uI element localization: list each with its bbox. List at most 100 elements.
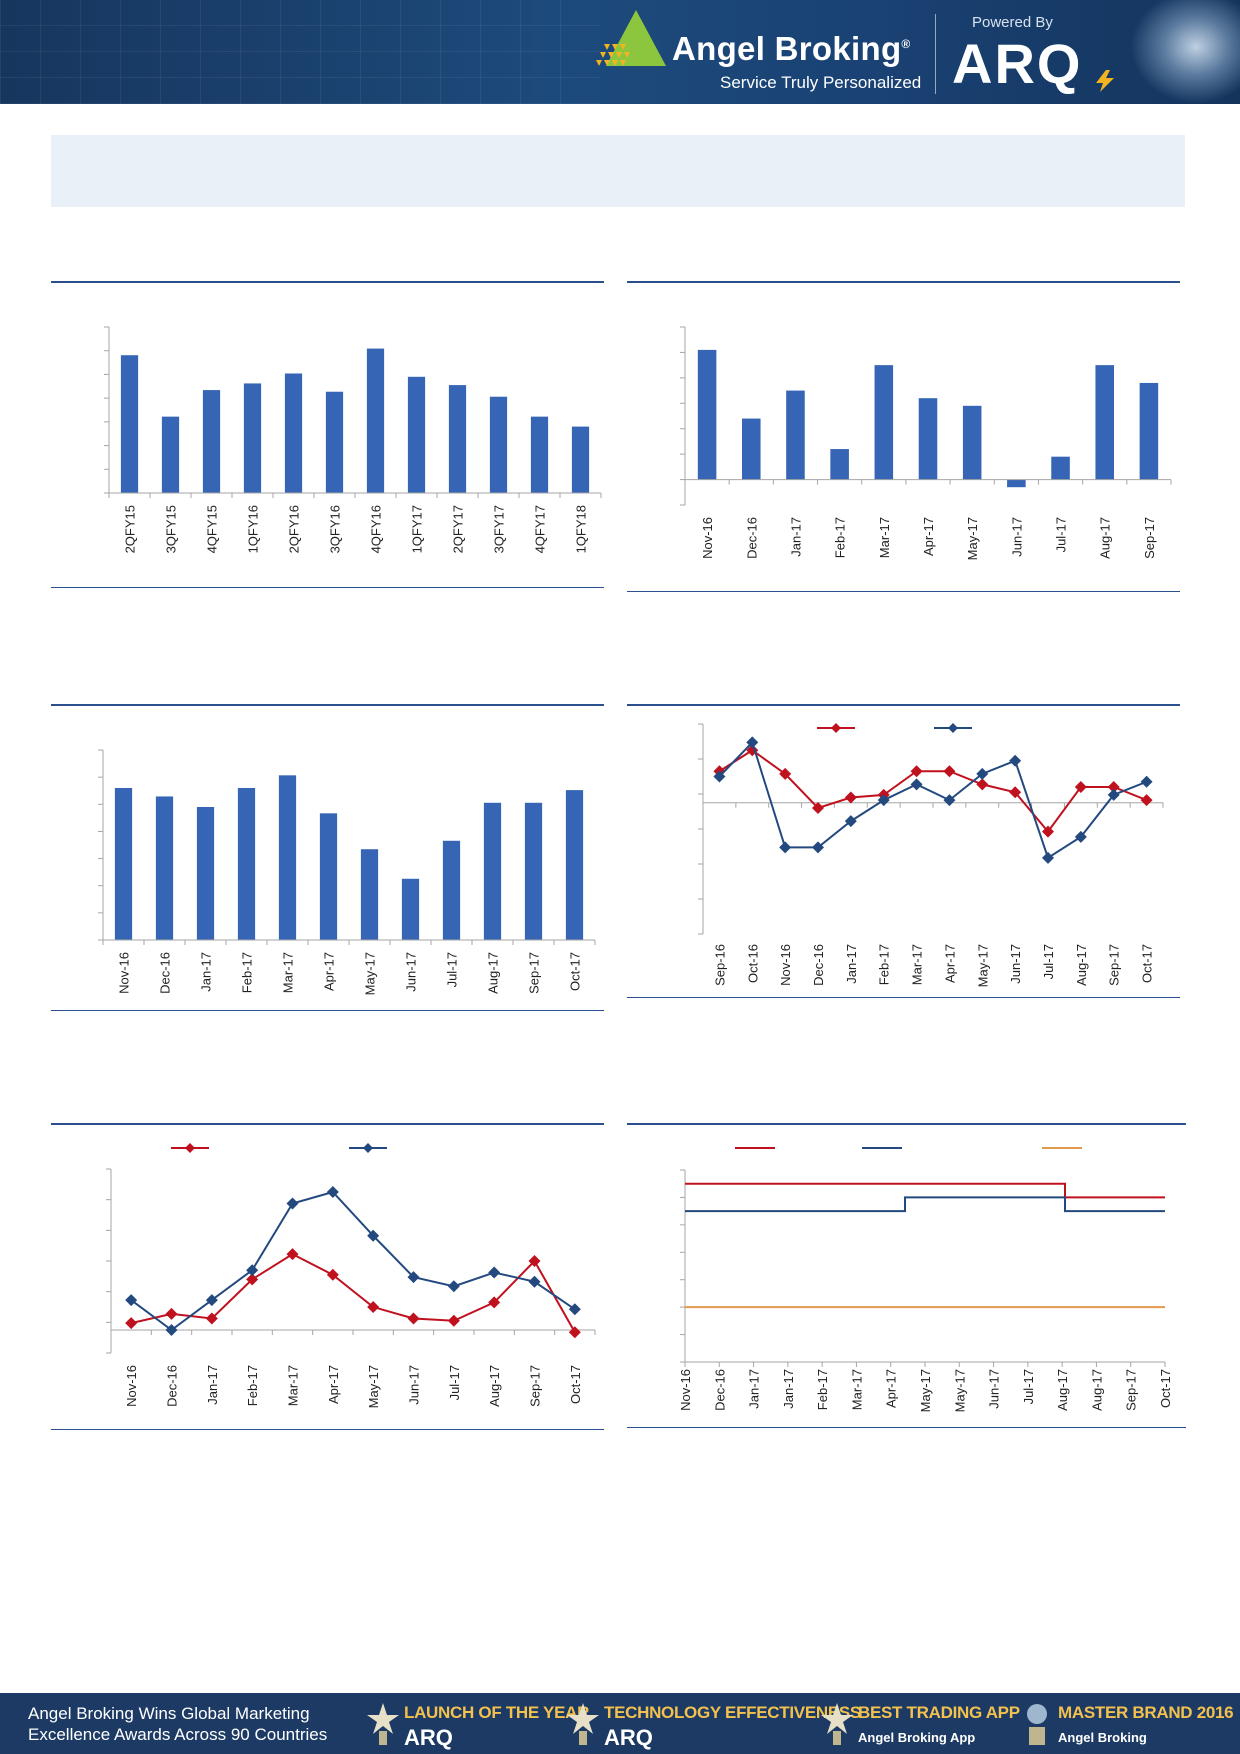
bar (360, 849, 379, 940)
bar (489, 396, 508, 493)
chart-panel-3: Nov-16 Dec-16 Jan-17 Feb-17 Mar-17 Apr-17 May-… (51, 704, 604, 1012)
x-tick-label: Jul-17 (447, 1365, 462, 1400)
x-tick-label: 2QFY16 (287, 505, 302, 553)
x-tick-label: Feb-17 (815, 1369, 830, 1410)
award-title: MASTER BRAND 2016 (1058, 1703, 1234, 1722)
award-title: BEST TRADING APP (858, 1703, 1020, 1722)
x-tick-label: Feb-17 (240, 952, 255, 993)
data-point-marker (976, 778, 989, 791)
bar (114, 788, 133, 940)
bar (155, 796, 174, 940)
x-tick-label: 3QFY17 (492, 505, 507, 553)
x-tick-label: Apr-17 (322, 952, 337, 991)
x-tick-label: Oct-17 (568, 1365, 583, 1404)
bar (202, 390, 221, 493)
x-tick-label: Jun-17 (1008, 944, 1023, 984)
x-tick-label: 3QFY16 (328, 505, 343, 553)
x-tick-label: Dec-16 (744, 517, 759, 559)
x-tick-label: Jul-17 (445, 952, 460, 987)
x-tick-label: Jun-17 (987, 1369, 1002, 1409)
data-point-marker (1074, 830, 1087, 843)
legend-marker (831, 723, 841, 733)
data-point-marker (205, 1294, 218, 1307)
data-point-marker (367, 1301, 380, 1313)
x-tick-label: Feb-17 (245, 1365, 260, 1406)
panel-bottom-rule (51, 1429, 604, 1430)
x-tick-label: Feb-17 (877, 944, 892, 985)
data-point-marker (1140, 794, 1153, 807)
data-point-marker (447, 1280, 460, 1293)
x-tick-label: Jan-17 (781, 1369, 796, 1409)
x-tick-label: Nov-16 (124, 1365, 139, 1407)
title-banner (51, 135, 1185, 207)
x-tick-label: Oct-17 (1140, 944, 1155, 983)
bar (483, 802, 502, 940)
data-point-marker (326, 1186, 339, 1198)
trophy-globe-icon (1027, 1704, 1047, 1745)
x-tick-label: 3QFY15 (164, 505, 179, 553)
data-point-marker (568, 1326, 581, 1339)
chart-panel-2: Nov-16 Dec-16 Jan-17 Feb-17 Mar-17 Apr-17 May-… (627, 281, 1180, 593)
x-tick-label: Jul-17 (1021, 1369, 1036, 1404)
legend-marker (363, 1143, 373, 1153)
footer-banner: Angel Broking Wins Global Marketing Exce… (0, 1693, 1240, 1754)
panel-bottom-rule (51, 587, 604, 588)
data-point-marker (286, 1248, 299, 1261)
award-title: LAUNCH OF THE YEAR (404, 1703, 590, 1722)
x-tick-label: Oct-16 (745, 944, 760, 983)
data-point-marker (447, 1314, 460, 1327)
bar (278, 775, 297, 940)
x-tick-label: 1QFY18 (574, 505, 589, 553)
x-tick-label: Sep-17 (1124, 1369, 1139, 1411)
brand-name: Angel Broking® (672, 30, 911, 67)
lightning-bolt-icon (1096, 70, 1114, 92)
x-tick-label: 4QFY17 (533, 505, 548, 553)
award-subtitle: ARQ (404, 1725, 453, 1750)
series-line (718, 749, 1147, 834)
x-tick-label: May-17 (363, 952, 378, 995)
bar (530, 416, 549, 493)
x-tick-label: Jun-17 (404, 952, 419, 992)
data-point-marker (125, 1317, 138, 1330)
bar (243, 383, 262, 493)
data-point-marker (812, 802, 824, 814)
data-point-marker (1042, 825, 1054, 838)
x-tick-label: Apr-17 (921, 517, 936, 556)
data-point-marker (1042, 851, 1054, 864)
x-tick-label: Aug-17 (1098, 517, 1113, 559)
series-line (130, 1190, 576, 1332)
x-tick-label: 1QFY17 (410, 505, 425, 553)
header-background-pattern (0, 0, 600, 104)
bar (524, 802, 543, 940)
data-point-marker (910, 765, 923, 778)
x-tick-label: 2QFY17 (451, 505, 466, 553)
bar (407, 376, 426, 493)
x-tick-label: Apr-17 (942, 944, 957, 983)
bar (786, 390, 805, 480)
data-point-marker (877, 794, 890, 807)
bar (401, 878, 420, 940)
bar (448, 385, 467, 493)
data-point-marker (407, 1312, 420, 1325)
panel-bottom-rule (627, 997, 1180, 998)
x-tick-label: Jan-17 (205, 1365, 220, 1405)
footer-text: Angel Broking Wins Global Marketing Exce… (28, 1703, 358, 1745)
chart-panel-1: 2QFY15 3QFY15 4QFY15 1QFY16 2QFY16 3QFY16 4QFY… (51, 281, 604, 589)
header-divider (935, 14, 936, 94)
bar (442, 840, 461, 940)
data-point-marker (367, 1229, 380, 1242)
x-tick-label: May-17 (965, 517, 980, 560)
registered-mark: ® (901, 37, 911, 51)
trophy-star-icon (567, 1703, 599, 1745)
data-point-marker (407, 1271, 420, 1284)
x-tick-label: Nov-16 (778, 944, 793, 986)
award-master-brand-2016: MASTER BRAND 2016 Angel Broking (1020, 1699, 1234, 1749)
chart-panel-6: Nov-16 Dec-16 Jan-17 Jan-17 Feb-17 Mar-17 Apr-… (627, 1123, 1186, 1429)
bar (1139, 382, 1159, 480)
series-line (685, 1196, 1165, 1213)
chart-panel-4: Sep-16 Oct-16 Nov-16 Dec-16 Jan-17 Feb-17 Mar-… (627, 704, 1180, 999)
page-header: Angel Broking® Service Truly Personalize… (0, 0, 1240, 104)
bar-chart-3: Nov-16 Dec-16 Jan-17 Feb-17 Mar-17 Apr-17 May-… (98, 749, 596, 995)
data-point-marker (246, 1264, 259, 1277)
data-point-marker (844, 791, 857, 804)
